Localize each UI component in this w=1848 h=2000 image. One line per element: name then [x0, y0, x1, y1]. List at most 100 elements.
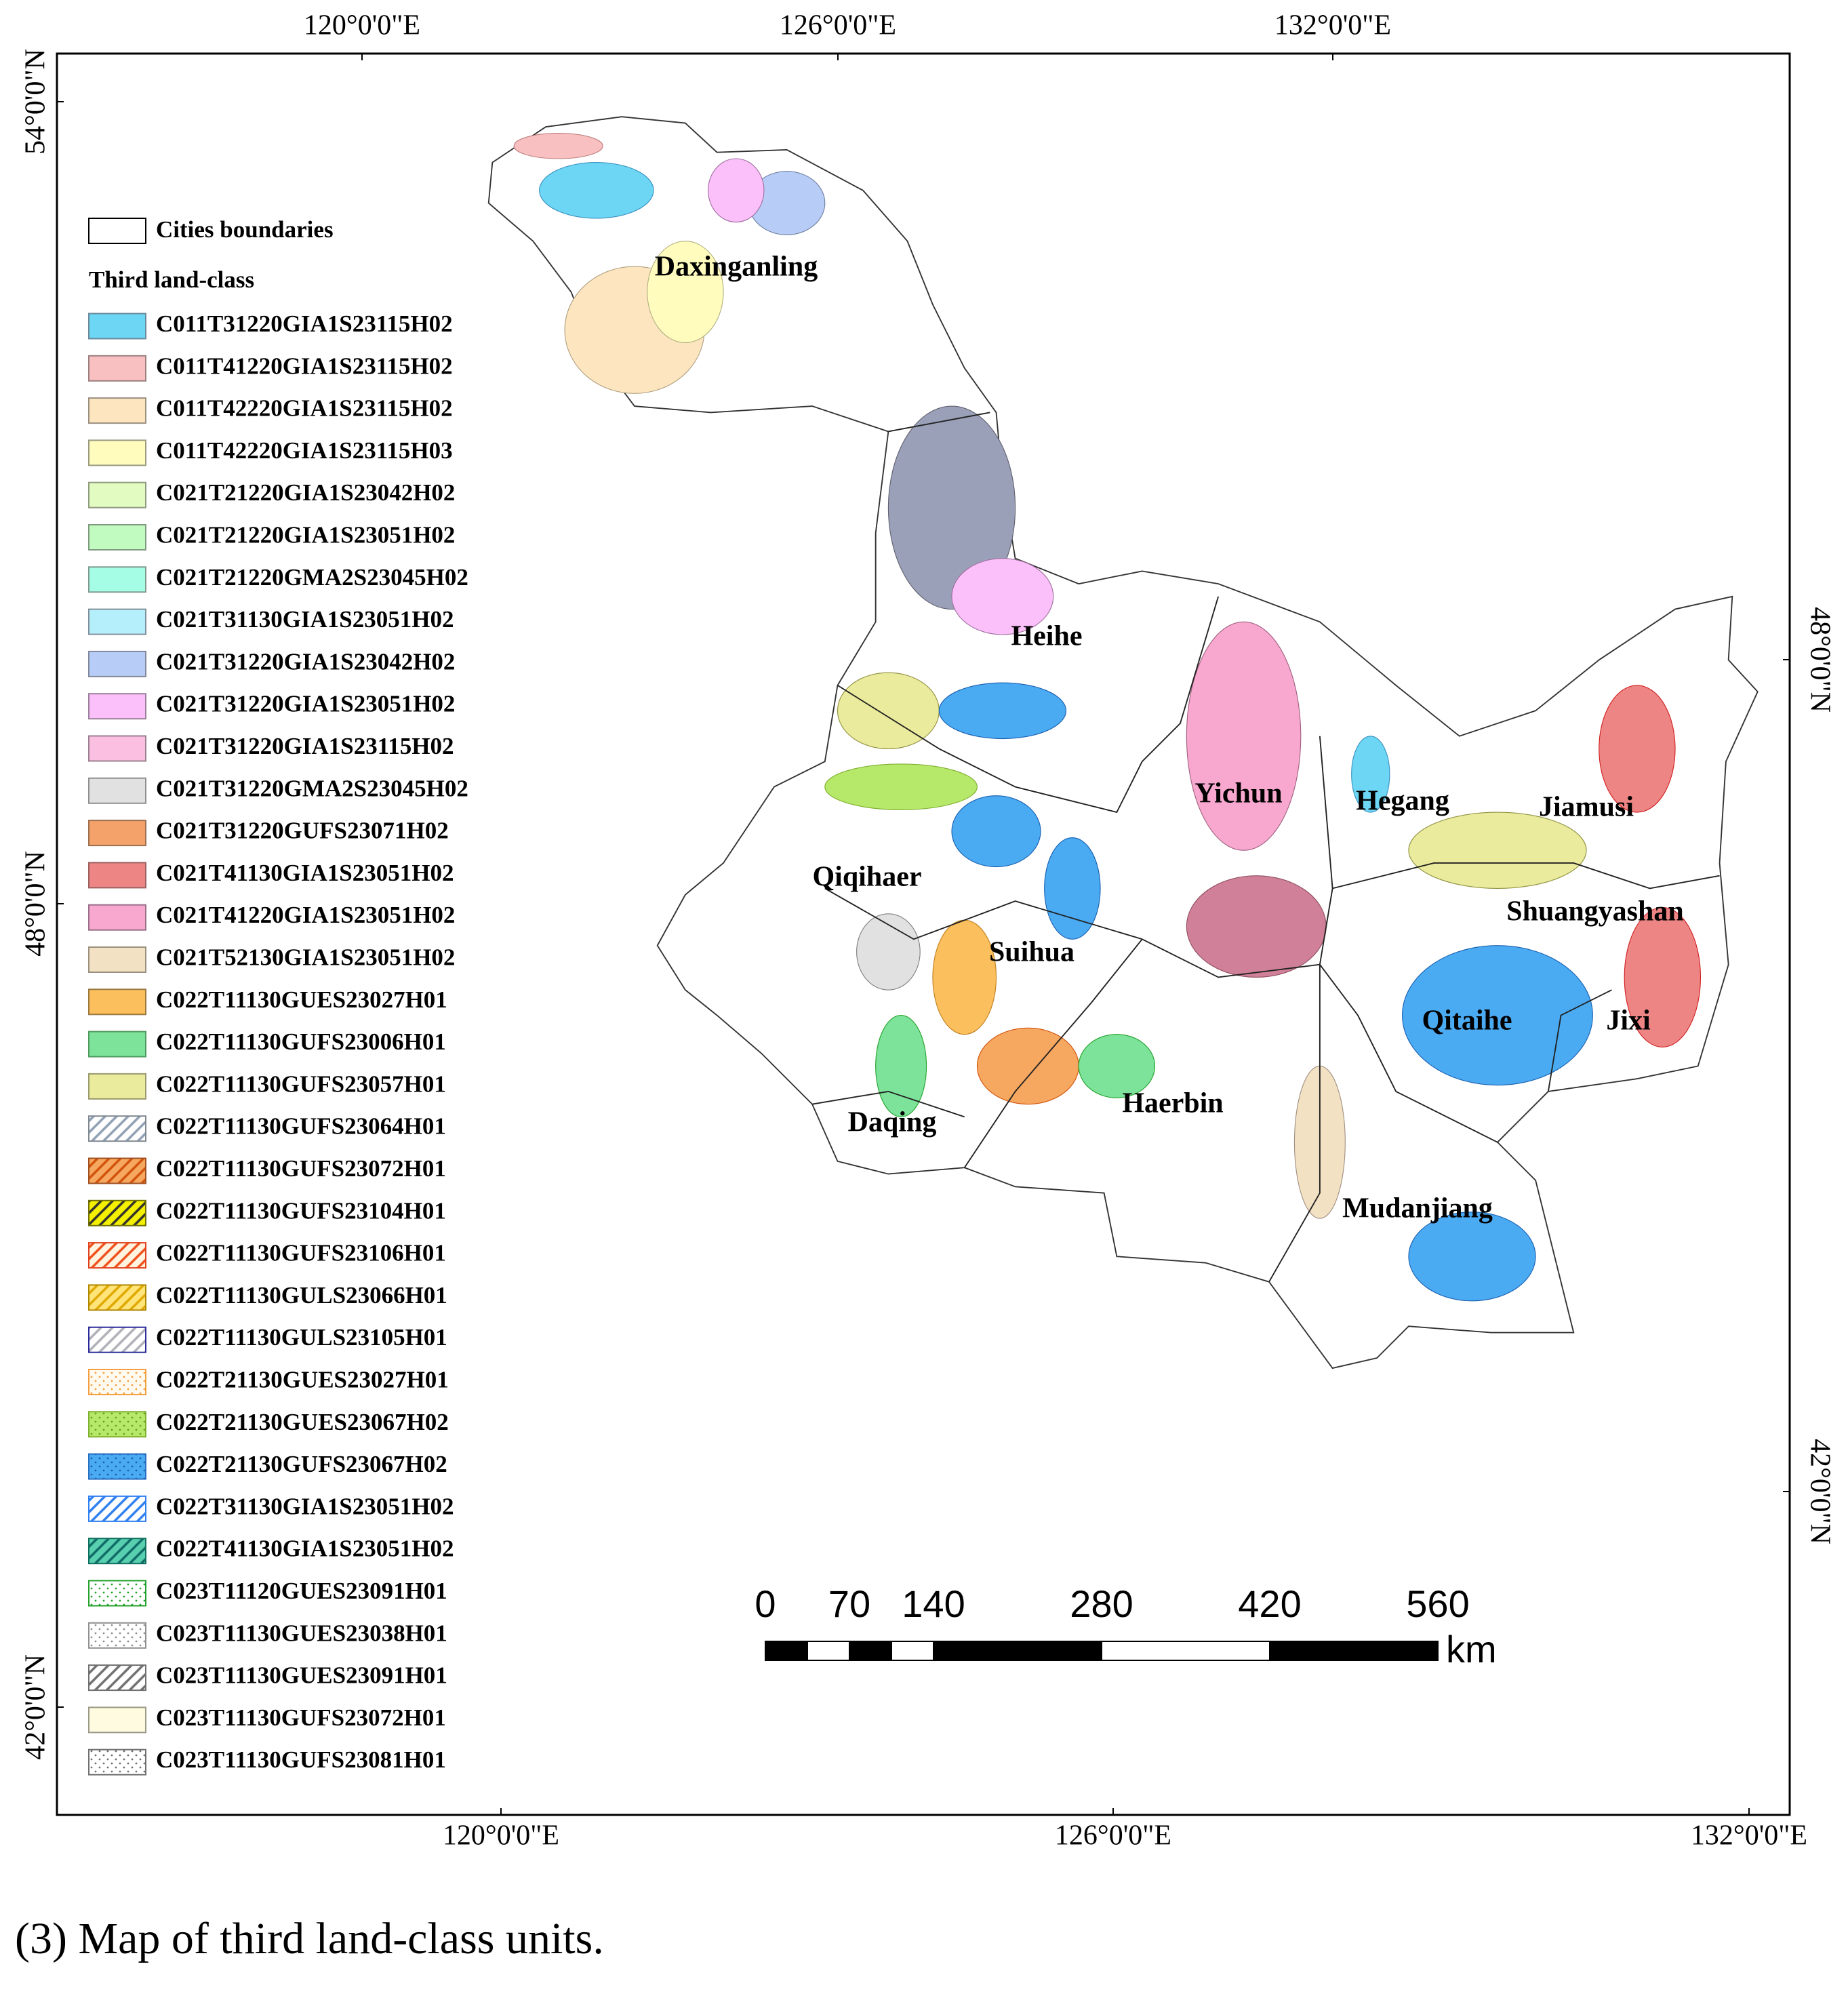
latitude-label: 42°0'0"N [1804, 1439, 1835, 1544]
legend-label: C021T21220GMA2S23045H02 [156, 564, 468, 591]
legend-label: C022T11130GUES23027H01 [156, 986, 447, 1013]
scale-label: 560 [1406, 1582, 1469, 1625]
patch [837, 672, 940, 750]
patch [1078, 1034, 1156, 1098]
patch [887, 405, 1016, 610]
legend-label: C022T11130GUFS23072H01 [156, 1155, 446, 1182]
patch [938, 682, 1067, 740]
scale-unit: km [1446, 1628, 1497, 1671]
legend-label: C022T21130GUES23027H01 [156, 1367, 449, 1393]
legend-swatch [88, 735, 146, 762]
legend-label: C021T31220GMA2S23045H02 [156, 775, 468, 801]
city-label: Yichun [1194, 778, 1282, 809]
legend-label: C011T42220GIA1S23115H02 [156, 395, 453, 422]
scale-label: 280 [1070, 1582, 1133, 1625]
boundary [1142, 596, 1220, 762]
patch [824, 763, 978, 810]
scale-segment [1101, 1641, 1270, 1661]
scale-label: 420 [1238, 1582, 1301, 1625]
patch [539, 162, 654, 219]
patch [856, 913, 921, 991]
boundary [963, 938, 1143, 1168]
legend-swatch [88, 355, 146, 382]
legend-swatch [88, 439, 146, 466]
longitude-label: 120°0'0"E [443, 1820, 559, 1852]
legend-swatch [88, 777, 146, 804]
legend-swatch [88, 1115, 146, 1142]
legend-label: C022T11130GUFS23104H01 [156, 1197, 446, 1224]
legend-label: C022T41130GIA1S23051H02 [156, 1536, 454, 1562]
legend-swatch [88, 1284, 146, 1311]
legend-swatch [88, 1326, 146, 1353]
city-label: Haerbin [1122, 1088, 1223, 1119]
legend-swatch [88, 1495, 146, 1522]
legend-swatch [88, 1369, 146, 1395]
legend: Cities boundaries Third land-class C011T… [88, 216, 468, 1776]
legend-label: C023T11130GUFS23081H01 [156, 1746, 446, 1773]
legend-swatch [88, 608, 146, 635]
scale-label: 70 [828, 1582, 870, 1625]
legend-label: C023T11130GUES23038H01 [156, 1620, 447, 1646]
patch [1599, 685, 1676, 813]
boundary [888, 412, 990, 433]
latitude-label: 48°0'0"N [20, 851, 52, 957]
legend-swatch [88, 481, 146, 508]
legend-label: C021T31130GIA1S23051H02 [156, 606, 454, 633]
patch [1351, 736, 1390, 813]
legend-swatch [88, 1580, 146, 1607]
legend-label: C021T21220GIA1S23051H02 [156, 522, 455, 548]
boundary [1268, 964, 1321, 1283]
legend-label: C021T21220GIA1S23042H02 [156, 479, 455, 506]
legend-label: C022T11130GUFS23064H01 [156, 1113, 446, 1140]
legend-label: C011T42220GIA1S23115H03 [156, 437, 453, 464]
legend-swatch [88, 1622, 146, 1649]
legend-swatch [88, 650, 146, 677]
legend-label: C021T31220GIA1S23042H02 [156, 648, 455, 675]
legend-label: C021T41220GIA1S23051H02 [156, 902, 455, 928]
legend-boundary-label: Cities boundaries [156, 216, 334, 243]
city-label: Mudanjiang [1342, 1193, 1493, 1224]
legend-label: C011T41220GIA1S23115H02 [156, 353, 453, 379]
legend-swatch [88, 820, 146, 847]
patch [1401, 945, 1593, 1086]
patch [951, 795, 1041, 868]
city-label: Qitaihe [1422, 1005, 1512, 1037]
boundary [1332, 862, 1720, 889]
scale-segment [849, 1641, 892, 1661]
boundary-swatch [88, 218, 146, 244]
city-label: Shuangyashan [1506, 896, 1684, 927]
patch [1408, 812, 1587, 889]
patch [932, 919, 997, 1035]
graticule-labels: 120°0'0"E 126°0'0"E 132°0'0"E 120°0'0"E 126°… [20, 10, 1836, 1852]
legend-label: C022T31130GIA1S23051H02 [156, 1493, 454, 1519]
city-label: Jiamusi [1539, 792, 1634, 823]
legend-label: C023T11120GUES23091H01 [156, 1578, 447, 1604]
legend-swatch [88, 313, 146, 340]
city-label: Heihe [1011, 621, 1083, 652]
patch [513, 132, 603, 159]
boundary [1319, 964, 1498, 1143]
legend-title: Third land-class [89, 266, 254, 293]
patch [976, 1027, 1079, 1105]
city-label: Hegang [1356, 786, 1449, 817]
scale-segment [807, 1641, 850, 1661]
legend-swatch [88, 397, 146, 424]
legend-label: C021T31220GUFS23071H02 [156, 818, 449, 844]
legend-swatch [88, 1538, 146, 1565]
city-label: Qiqihaer [812, 862, 921, 893]
legend-label: C023T11130GUES23091H01 [156, 1662, 447, 1689]
longitude-label: 126°0'0"E [780, 10, 896, 41]
longitude-label: 126°0'0"E [1055, 1820, 1171, 1852]
boundary [837, 685, 1143, 814]
boundary [811, 1090, 965, 1118]
legend-label: C021T31220GIA1S23051H02 [156, 691, 455, 717]
city-label: Daxinganling [655, 252, 818, 283]
legend-label: C022T11130GUFS23106H01 [156, 1240, 446, 1266]
patch [708, 158, 765, 223]
legend-label: C023T11130GUFS23072H01 [156, 1704, 446, 1731]
legend-label: C022T21130GUES23067H02 [156, 1409, 449, 1435]
legend-label: C021T31220GIA1S23115H02 [156, 733, 454, 759]
